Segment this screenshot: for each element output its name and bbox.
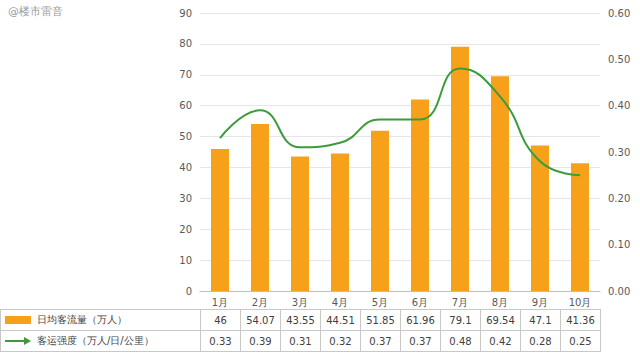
html-text:0.39: 0.39	[249, 335, 272, 347]
svg-text:6月: 6月	[412, 297, 428, 308]
svg-text:30: 30	[179, 193, 192, 204]
html-text:43.55: 43.55	[286, 314, 315, 326]
svg-text:0.00: 0.00	[608, 286, 630, 297]
html-text:0.42: 0.42	[489, 335, 512, 347]
svg-text:5月: 5月	[372, 297, 388, 308]
html-text:0.28: 0.28	[529, 335, 552, 347]
html-text:44.51: 44.51	[326, 314, 355, 326]
svg-text:0.20: 0.20	[608, 193, 630, 204]
html-text:日均客流量（万人）: 日均客流量（万人）	[37, 314, 127, 325]
html-text:0.37: 0.37	[369, 335, 392, 347]
svg-text:60: 60	[179, 100, 192, 111]
svg-text:0.60: 0.60	[608, 8, 630, 19]
html-text:@楼市雷音: @楼市雷音	[8, 5, 63, 18]
html-text:41.36: 41.36	[566, 314, 595, 326]
svg-text:0.30: 0.30	[608, 147, 630, 158]
html-text:47.1: 47.1	[529, 314, 552, 326]
html-text:46: 46	[214, 314, 227, 326]
svg-text:40: 40	[179, 162, 192, 173]
html-text:79.1: 79.1	[449, 314, 472, 326]
svg-text:10: 10	[179, 255, 192, 266]
svg-text:0.10: 0.10	[608, 239, 630, 250]
svg-text:80: 80	[179, 38, 192, 49]
svg-text:20: 20	[179, 224, 192, 235]
svg-text:0.50: 0.50	[608, 54, 630, 65]
svg-text:10月: 10月	[569, 297, 592, 308]
html-text:69.54: 69.54	[486, 314, 515, 326]
html-text:0.25: 0.25	[569, 335, 592, 347]
svg-text:1月: 1月	[212, 297, 228, 308]
html-text:61.96: 61.96	[406, 314, 435, 326]
html-text:0.37: 0.37	[409, 335, 432, 347]
html-text:0.31: 0.31	[289, 335, 312, 347]
svg-text:0: 0	[186, 286, 192, 297]
svg-text:2月: 2月	[252, 297, 268, 308]
svg-text:4月: 4月	[332, 297, 348, 308]
svg-text:7月: 7月	[452, 297, 468, 308]
svg-text:50: 50	[179, 131, 192, 142]
html-text:0.32: 0.32	[329, 335, 352, 347]
html-text:0.33: 0.33	[209, 335, 232, 347]
svg-text:8月: 8月	[492, 297, 508, 308]
html-text:0.48: 0.48	[449, 335, 472, 347]
html-text:54.07: 54.07	[246, 314, 275, 326]
svg-text:9月: 9月	[532, 297, 548, 308]
html-text:51.85: 51.85	[366, 314, 395, 326]
svg-text:90: 90	[179, 8, 192, 19]
svg-text:0.40: 0.40	[608, 100, 630, 111]
svg-text:3月: 3月	[292, 297, 308, 308]
svg-text:70: 70	[179, 69, 192, 80]
html-text:客运强度（万人/日/公里）: 客运强度（万人/日/公里）	[37, 335, 154, 346]
